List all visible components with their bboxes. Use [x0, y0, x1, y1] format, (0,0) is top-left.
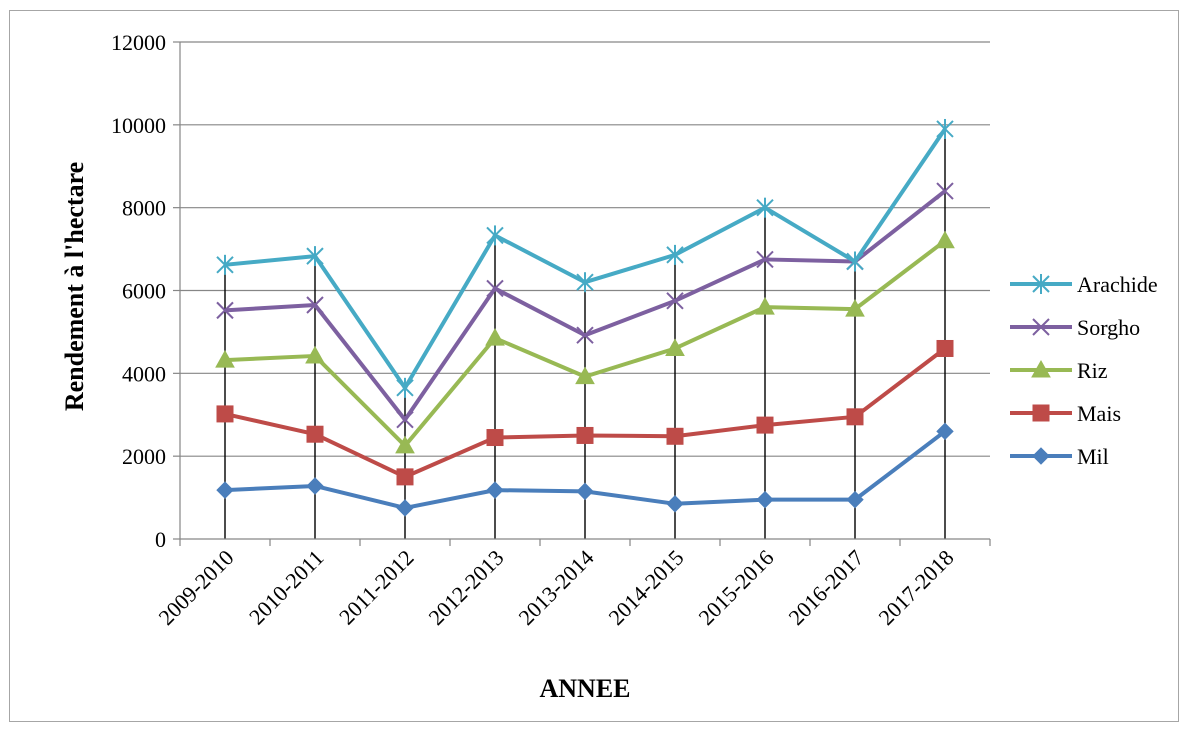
legend-label: Riz — [1077, 358, 1108, 383]
legend-label: Mil — [1077, 444, 1109, 469]
data-point-stroke — [756, 250, 774, 269]
data-point — [486, 279, 504, 298]
data-point-stroke — [666, 292, 684, 310]
legend-label: Sorgho — [1077, 315, 1140, 340]
data-point — [756, 197, 774, 218]
data-point-stroke — [486, 279, 504, 298]
data-point-stroke — [936, 182, 954, 200]
data-point — [666, 244, 684, 265]
legend-item-mil: Mil — [1010, 444, 1109, 469]
data-point — [486, 429, 504, 447]
tick-labels: 0 2000 4000 6000 8000 10000 12000 2009-2010 2010… — [111, 30, 959, 630]
x-tick-label: 2013-2014 — [513, 545, 598, 630]
y-tick-label: 10000 — [111, 113, 166, 138]
data-point — [756, 250, 774, 269]
data-point — [936, 339, 954, 357]
x-tick-label: 2015-2016 — [693, 545, 778, 630]
data-point — [576, 272, 594, 293]
x-tick-label: 2014-2015 — [603, 545, 688, 630]
legend-item-mais: Mais — [1010, 401, 1121, 426]
data-point — [216, 254, 234, 275]
data-point — [1032, 404, 1050, 422]
y-tick-label: 12000 — [111, 30, 166, 55]
legend: Arachide Sorgho Riz Mais Mil — [1010, 272, 1158, 469]
data-point — [486, 225, 504, 246]
data-point-stroke — [216, 301, 234, 320]
series-riz — [215, 230, 955, 454]
data-point — [846, 251, 864, 272]
data-point — [396, 411, 414, 429]
data-point — [846, 408, 864, 426]
data-point-stroke — [576, 326, 594, 344]
x-tick-label: 2009-2010 — [153, 545, 238, 630]
series-lines — [215, 118, 955, 517]
series-mil — [216, 422, 954, 517]
y-tick-label: 8000 — [122, 196, 166, 221]
data-point — [936, 118, 954, 139]
data-point — [755, 297, 775, 315]
axes — [173, 41, 991, 546]
data-point — [306, 425, 324, 443]
data-point — [666, 495, 684, 513]
data-point — [216, 481, 234, 499]
y-tick-label: 6000 — [122, 279, 166, 304]
data-point — [485, 328, 505, 346]
x-axis-title: ANNEE — [539, 674, 630, 703]
legend-label: Mais — [1077, 401, 1121, 426]
data-point-stroke — [306, 296, 324, 314]
x-tick-label: 2016-2017 — [783, 545, 868, 630]
data-point — [576, 482, 594, 501]
data-point — [756, 490, 774, 509]
data-point — [216, 301, 234, 320]
data-point — [305, 345, 325, 364]
data-point — [306, 477, 324, 495]
x-tick-label: 2011-2012 — [334, 545, 419, 630]
series-arachide — [216, 118, 954, 398]
data-point — [1032, 447, 1050, 465]
data-point — [396, 377, 414, 398]
x-tick-label: 2010-2011 — [244, 545, 329, 630]
legend-item-arachide: Arachide — [1010, 272, 1158, 297]
data-point — [576, 426, 594, 444]
data-point — [306, 246, 324, 267]
legend-item-riz: Riz — [1010, 358, 1108, 383]
data-point — [306, 296, 324, 314]
data-point-stroke — [396, 411, 414, 429]
x-tick-label: 2017-2018 — [873, 545, 958, 630]
data-point — [575, 366, 595, 385]
data-point — [215, 350, 235, 368]
data-point — [666, 292, 684, 310]
y-tick-label: 4000 — [122, 361, 166, 386]
series-mais — [216, 339, 954, 486]
chart-frame — [9, 10, 1179, 722]
data-point — [666, 427, 684, 445]
legend-item-sorgho: Sorgho — [1010, 315, 1140, 340]
data-point — [936, 422, 954, 441]
data-point-stroke — [1032, 318, 1050, 336]
data-point — [1032, 318, 1050, 336]
data-point — [756, 416, 774, 434]
x-tick-label: 2012-2013 — [423, 545, 508, 630]
data-point — [396, 499, 414, 517]
y-axis-title: Rendement à l'hectare — [60, 162, 89, 411]
data-point — [935, 230, 955, 249]
data-point — [216, 405, 234, 423]
y-tick-label: 0 — [155, 527, 166, 552]
data-point — [396, 468, 414, 486]
data-point — [846, 490, 864, 509]
y-tick-label: 2000 — [122, 444, 166, 469]
data-point — [665, 338, 685, 356]
data-point — [845, 299, 865, 317]
legend-label: Arachide — [1077, 272, 1158, 297]
data-point — [576, 326, 594, 344]
data-point — [486, 481, 504, 499]
data-point — [1031, 359, 1051, 378]
data-point — [936, 182, 954, 200]
series-sorgho — [216, 182, 954, 429]
data-point — [395, 435, 415, 454]
data-point — [1032, 274, 1050, 294]
